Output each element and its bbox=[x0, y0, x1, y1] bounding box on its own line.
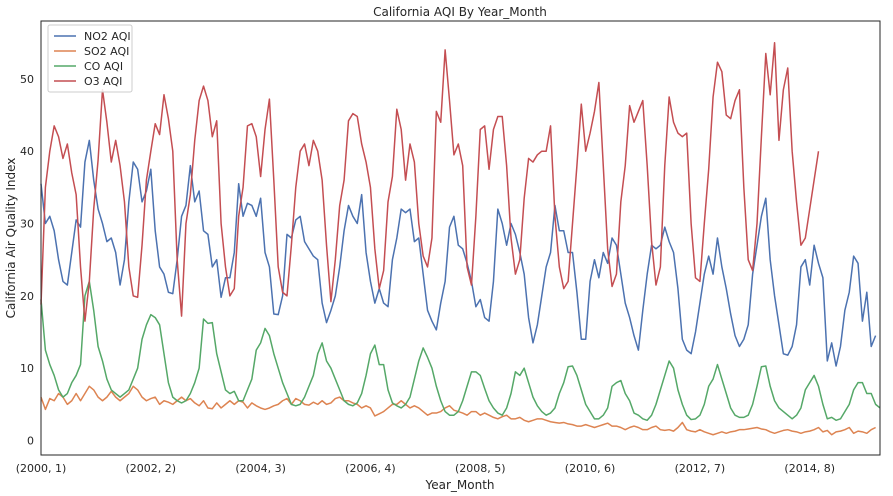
y-tick-label: 30 bbox=[20, 218, 34, 231]
x-axis-ticks: (2000, 1) (2002, 2) (2004, 3) (2006, 4) (200… bbox=[16, 462, 835, 475]
legend-label: O3 AQI bbox=[84, 75, 122, 88]
x-tick-label: (2014, 8) bbox=[784, 462, 835, 475]
y-tick-label: 40 bbox=[20, 145, 34, 158]
x-tick-label: (2000, 1) bbox=[16, 462, 67, 475]
chart-title: California AQI By Year_Month bbox=[373, 5, 547, 19]
x-tick-label: (2002, 2) bbox=[126, 462, 177, 475]
x-tick-label: (2006, 4) bbox=[345, 462, 396, 475]
series-line-co-aqi bbox=[40, 280, 881, 422]
plot-area bbox=[40, 20, 881, 456]
y-tick-label: 10 bbox=[20, 362, 34, 375]
legend: NO2 AQI SO2 AQI CO AQI O3 AQI bbox=[47, 24, 133, 93]
x-tick-label: (2004, 3) bbox=[235, 462, 286, 475]
x-tick-label: (2012, 7) bbox=[675, 462, 726, 475]
plot-frame bbox=[40, 20, 881, 456]
x-tick-label: (2008, 5) bbox=[455, 462, 506, 475]
y-tick-label: 0 bbox=[27, 435, 34, 448]
y-tick-label: 20 bbox=[20, 290, 34, 303]
x-tick-label: (2010, 6) bbox=[565, 462, 616, 475]
y-tick-label: 50 bbox=[20, 73, 34, 86]
y-axis-ticks: 0 10 20 30 40 50 bbox=[20, 73, 34, 448]
legend-box bbox=[47, 24, 133, 93]
series-line-o3-aqi bbox=[40, 41, 820, 322]
series-line-no2-aqi bbox=[40, 139, 877, 367]
legend-label: CO AQI bbox=[84, 60, 123, 73]
series-lines bbox=[40, 41, 881, 436]
x-axis-label: Year_Month bbox=[424, 478, 494, 492]
legend-label: NO2 AQI bbox=[84, 30, 131, 43]
legend-label: SO2 AQI bbox=[84, 45, 129, 58]
y-axis-label: California Air Quality Index bbox=[4, 158, 18, 319]
